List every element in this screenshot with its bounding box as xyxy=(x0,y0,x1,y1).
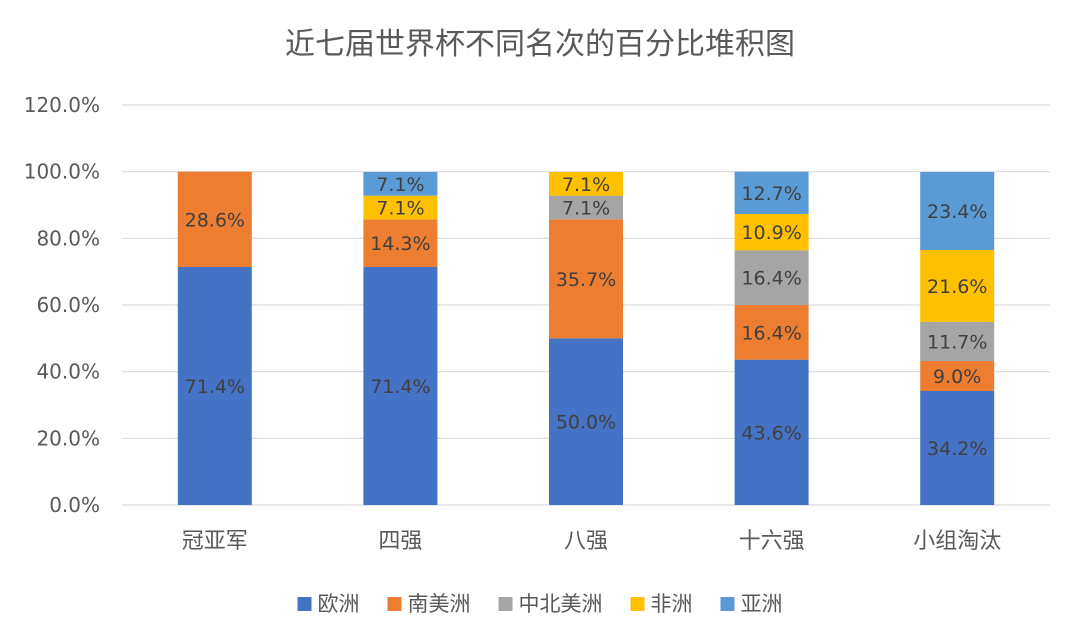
data-label: 16.4% xyxy=(741,322,801,344)
data-label: 16.4% xyxy=(741,268,801,290)
bar-segment xyxy=(920,322,995,361)
bar-segment xyxy=(920,391,995,505)
data-label: 71.4% xyxy=(370,376,430,398)
bar-segment xyxy=(363,172,438,196)
data-label: 23.4% xyxy=(927,201,987,223)
data-label: 21.6% xyxy=(927,276,987,298)
bar-segment xyxy=(549,219,623,339)
data-label: 7.1% xyxy=(376,174,424,196)
legend-label: 南美洲 xyxy=(408,592,471,616)
bar-segment xyxy=(920,361,995,391)
bar-segment xyxy=(734,171,809,214)
y-tick-label: 100.0% xyxy=(24,160,100,184)
data-label: 7.1% xyxy=(376,198,424,220)
legend-swatch xyxy=(498,597,513,611)
legend-label: 亚洲 xyxy=(741,592,783,616)
bar-segment xyxy=(920,172,995,250)
y-tick-label: 120.0% xyxy=(24,93,100,117)
data-label: 7.1% xyxy=(562,174,610,196)
legend-swatch xyxy=(630,597,645,611)
bar-segment xyxy=(549,338,623,505)
bars xyxy=(177,171,995,505)
bar-segment xyxy=(734,214,809,251)
legend-swatch xyxy=(297,597,312,611)
data-labels: 71.4%28.6%71.4%14.3%7.1%7.1%50.0%35.7%7.… xyxy=(185,174,988,460)
legend-label: 中北美洲 xyxy=(519,592,603,616)
data-label: 14.3% xyxy=(370,233,430,255)
data-label: 43.6% xyxy=(741,422,801,444)
data-label: 11.7% xyxy=(927,332,987,354)
data-label: 71.4% xyxy=(185,376,245,398)
bar-segment xyxy=(920,250,995,322)
data-label: 7.1% xyxy=(562,198,610,220)
x-axis-categories: 冠亚军 四强 八强 十六强 小组淘汰 xyxy=(182,529,1001,554)
data-label: 35.7% xyxy=(556,269,616,291)
legend-label: 欧洲 xyxy=(318,592,360,616)
data-label: 9.0% xyxy=(933,366,981,388)
y-axis-ticks: 0.0% 20.0% 40.0% 60.0% 80.0% 100.0% 120.0% xyxy=(24,93,100,517)
data-label: 50.0% xyxy=(556,412,616,434)
bar-segment xyxy=(177,267,252,505)
legend-swatch xyxy=(720,597,735,611)
bar-segment xyxy=(363,195,438,220)
x-category-label: 四强 xyxy=(378,529,422,554)
legend-swatch xyxy=(387,597,402,611)
y-tick-label: 80.0% xyxy=(36,226,100,250)
bar-segment xyxy=(363,219,438,267)
chart-title: 近七届世界杯不同名次的百分比堆积图 xyxy=(285,27,795,62)
bar-segment xyxy=(549,172,623,196)
bar-segment xyxy=(734,250,809,305)
y-tick-label: 0.0% xyxy=(49,493,100,517)
legend-label: 非洲 xyxy=(651,592,693,616)
y-tick-label: 60.0% xyxy=(36,293,100,317)
bar-segment xyxy=(734,359,809,505)
x-category-label: 冠亚军 xyxy=(182,529,248,554)
legend: 欧洲 南美洲 中北美洲 非洲 亚洲 xyxy=(297,592,783,616)
data-label: 28.6% xyxy=(185,209,245,231)
y-tick-label: 20.0% xyxy=(36,426,100,450)
bar-segment xyxy=(177,171,252,267)
bar-segment xyxy=(363,267,438,505)
x-category-label: 十六强 xyxy=(739,529,805,554)
bar-segment xyxy=(734,305,809,360)
data-label: 34.2% xyxy=(927,438,987,460)
bar-segment xyxy=(549,195,623,220)
data-label: 10.9% xyxy=(741,222,801,244)
x-category-label: 小组淘汰 xyxy=(913,529,1001,554)
data-label: 12.7% xyxy=(741,183,801,205)
y-tick-label: 40.0% xyxy=(36,360,100,384)
x-category-label: 八强 xyxy=(564,529,608,554)
